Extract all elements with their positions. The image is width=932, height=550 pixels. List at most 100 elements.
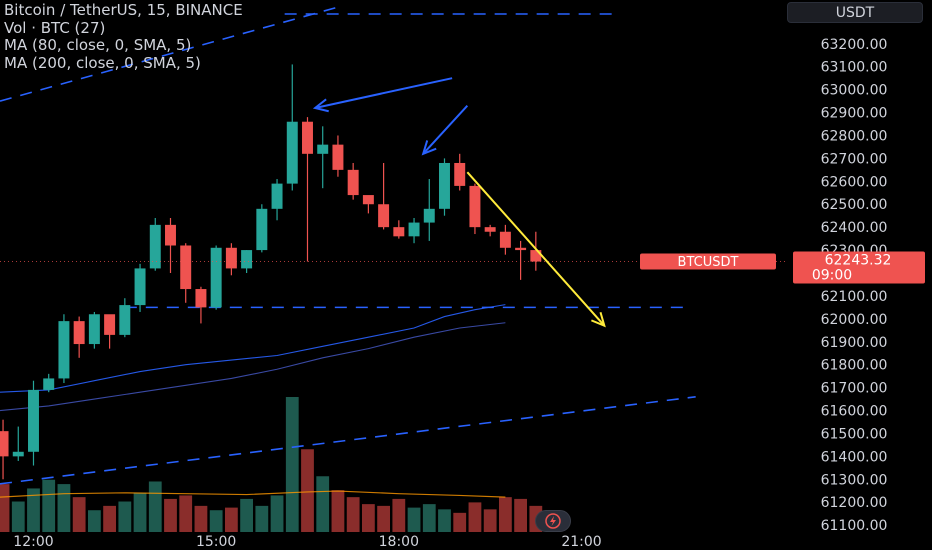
candle-body[interactable]	[180, 245, 192, 290]
candle-body[interactable]	[12, 451, 24, 457]
candle-body[interactable]	[88, 314, 100, 345]
y-tick-label: 62000.00	[821, 312, 888, 328]
candle-body[interactable]	[43, 378, 55, 390]
candle-body[interactable]	[0, 431, 9, 457]
bar-countdown-label: 09:00	[812, 268, 852, 284]
x-tick-label: 15:00	[196, 534, 236, 550]
y-tick-label: 61900.00	[821, 335, 888, 351]
candle-body[interactable]	[271, 183, 283, 209]
candle-body[interactable]	[286, 121, 298, 184]
volume-bar	[392, 498, 406, 532]
y-tick-label: 63000.00	[821, 83, 888, 99]
candle-body[interactable]	[484, 227, 496, 232]
volume-bar	[377, 505, 390, 532]
x-tick-label: 12:00	[13, 534, 53, 550]
y-tick-label: 62100.00	[821, 289, 888, 305]
ma-80-line	[0, 304, 506, 393]
volume-bar	[27, 488, 40, 532]
last-price-tag	[793, 251, 925, 284]
volume-bar	[118, 501, 132, 532]
volume-bar	[255, 505, 269, 532]
arrow-head	[421, 140, 437, 156]
y-tick-label: 62500.00	[821, 197, 888, 213]
volume-ma-line	[0, 490, 506, 498]
volume-bar	[57, 484, 71, 532]
volume-bar	[194, 505, 208, 532]
currency-button[interactable]: USDT	[787, 2, 923, 23]
trendline-drawing[interactable]	[0, 6, 339, 102]
candle-body[interactable]	[332, 144, 344, 170]
y-tick-label: 63200.00	[821, 37, 888, 53]
candle-body[interactable]	[58, 321, 70, 379]
candle-body[interactable]	[302, 121, 313, 154]
y-tick-label: 61500.00	[821, 426, 888, 442]
arrow-drawing[interactable]	[422, 105, 469, 155]
candle-body[interactable]	[195, 289, 207, 308]
y-tick-label: 61100.00	[821, 518, 888, 534]
candle-body[interactable]	[530, 250, 542, 262]
y-tick-label: 61300.00	[821, 472, 888, 488]
candle-body[interactable]	[104, 314, 116, 335]
legend-symbol-title[interactable]: Bitcoin / TetherUS, 15, BINANCE	[4, 1, 243, 19]
volume-bar	[498, 497, 512, 532]
volume-bar	[87, 510, 101, 532]
arrow-head	[591, 311, 606, 328]
candle-body[interactable]	[515, 247, 527, 251]
candle-body[interactable]	[499, 231, 511, 248]
candle-body[interactable]	[408, 222, 420, 237]
y-tick-label: 63100.00	[821, 60, 888, 76]
volume-bar	[72, 497, 86, 532]
candle-body[interactable]	[28, 389, 39, 452]
legend-ma-80[interactable]: MA (80, close, 0, SMA, 5)	[4, 36, 192, 54]
candle-body[interactable]	[393, 227, 405, 237]
volume-bar	[209, 510, 223, 532]
trendline-drawing[interactable]	[0, 395, 696, 485]
arrow-drawing[interactable]	[466, 171, 606, 327]
y-tick-label: 61600.00	[821, 404, 888, 420]
candle-body[interactable]	[241, 250, 253, 269]
volume-bar	[316, 476, 330, 532]
volume-bar	[148, 481, 162, 532]
volume-bar	[0, 484, 10, 532]
candle-body[interactable]	[165, 224, 176, 246]
y-tick-label: 62900.00	[821, 106, 888, 122]
candle-body[interactable]	[119, 305, 131, 335]
y-tick-label: 61800.00	[821, 358, 888, 374]
last-price-label: 62243.32	[825, 253, 892, 269]
volume-bar	[468, 502, 482, 532]
candle-body[interactable]	[378, 204, 390, 228]
candle-body[interactable]	[347, 169, 359, 196]
candle-body[interactable]	[317, 144, 329, 154]
flash-button[interactable]	[535, 510, 571, 532]
volume-bar	[164, 498, 177, 532]
y-tick-label: 62800.00	[821, 128, 888, 144]
volume-bar	[422, 504, 436, 532]
volume-bar	[11, 501, 25, 532]
symbol-tag-label: BTCUSDT	[678, 255, 739, 270]
legend-volume[interactable]: Vol · BTC (27)	[4, 18, 106, 37]
symbol-price-tag	[640, 253, 776, 270]
arrow-drawing[interactable]	[314, 77, 453, 109]
candle-body[interactable]	[149, 224, 161, 269]
candle-body[interactable]	[225, 247, 237, 269]
volume-bar	[179, 495, 193, 532]
volume-bar	[240, 498, 253, 532]
y-tick-label: 61200.00	[821, 495, 888, 511]
y-tick-label: 62400.00	[821, 220, 888, 236]
candle-body[interactable]	[454, 162, 466, 186]
candle-body[interactable]	[73, 321, 85, 345]
candle-body[interactable]	[439, 162, 450, 209]
candle-body[interactable]	[134, 268, 146, 306]
candle-body[interactable]	[210, 247, 222, 308]
legend-ma-200[interactable]: MA (200, close, 0, SMA, 5)	[4, 53, 201, 72]
y-tick-label: 62700.00	[821, 151, 888, 167]
candle-body[interactable]	[362, 195, 374, 205]
volume-bar	[103, 505, 116, 532]
candle-body[interactable]	[469, 185, 481, 228]
volume-bar	[133, 492, 147, 532]
volume-bar	[453, 512, 467, 532]
candle-body[interactable]	[256, 208, 268, 251]
candle-body[interactable]	[423, 208, 435, 223]
